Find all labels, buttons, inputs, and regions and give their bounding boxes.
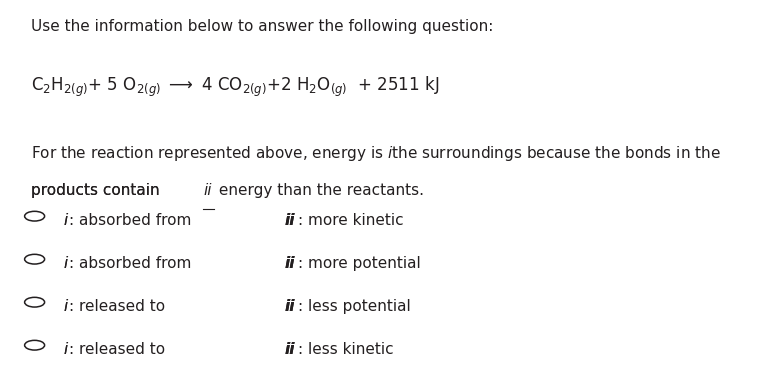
Text: ii: ii xyxy=(285,213,295,228)
Text: ii: ii xyxy=(203,183,211,198)
Text: i: i xyxy=(63,342,68,357)
Text: ii: ii xyxy=(285,256,295,271)
Text: : released to: : released to xyxy=(68,342,165,357)
Text: i: i xyxy=(63,213,68,228)
Text: : released to: : released to xyxy=(68,299,165,314)
Text: ii: ii xyxy=(285,256,295,271)
Text: i: i xyxy=(63,299,68,314)
Text: i: i xyxy=(63,213,68,228)
Text: : more potential: : more potential xyxy=(298,256,421,271)
Text: For the reaction represented above, energy is $\it{i}$the surroundings because t: For the reaction represented above, ener… xyxy=(31,144,721,163)
Text: : more kinetic: : more kinetic xyxy=(298,213,404,228)
Text: : absorbed from: : absorbed from xyxy=(68,213,191,228)
Text: i: i xyxy=(63,299,68,314)
Text: products contain: products contain xyxy=(31,183,165,198)
Text: ii: ii xyxy=(285,342,295,357)
Text: Use the information below to answer the following question:: Use the information below to answer the … xyxy=(31,19,493,34)
Text: : less kinetic: : less kinetic xyxy=(298,342,394,357)
Text: energy than the reactants.: energy than the reactants. xyxy=(214,183,424,198)
Text: i: i xyxy=(63,342,68,357)
Text: ii: ii xyxy=(285,299,295,314)
Text: : absorbed from: : absorbed from xyxy=(68,256,191,271)
Text: C$_2$H$_{2(g)}$+ 5 O$_{2(g)}$ $\longrightarrow$ 4 CO$_{2(g)}$+2 H$_2$O$_{(g)}$  : C$_2$H$_{2(g)}$+ 5 O$_{2(g)}$ $\longrigh… xyxy=(31,75,439,99)
Text: ii: ii xyxy=(285,299,295,314)
Text: ii: ii xyxy=(285,213,295,228)
Text: ii: ii xyxy=(285,342,295,357)
Text: i: i xyxy=(63,256,68,271)
Text: : less potential: : less potential xyxy=(298,299,411,314)
Text: products contain: products contain xyxy=(31,183,165,198)
Text: i: i xyxy=(63,256,68,271)
